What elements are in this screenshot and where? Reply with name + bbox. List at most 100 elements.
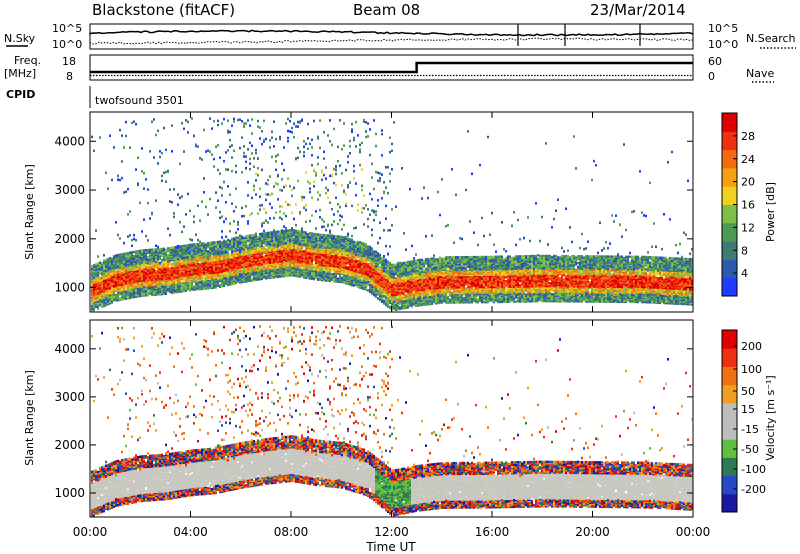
power-cell	[151, 292, 153, 295]
power-cell	[133, 265, 135, 269]
power-cell	[115, 267, 117, 271]
power-cell	[285, 250, 287, 253]
power-cell	[219, 260, 221, 264]
power-cell	[117, 278, 119, 281]
power-cell	[311, 269, 313, 272]
power-cell	[149, 286, 151, 290]
power-cell	[269, 175, 271, 178]
power-cell	[211, 282, 213, 285]
power-cell	[189, 247, 191, 251]
power-cell	[281, 245, 283, 248]
power-cell	[143, 253, 145, 256]
power-cell	[281, 250, 283, 254]
nsearch-trace	[89, 37, 694, 45]
power-cell	[303, 269, 305, 272]
power-cell	[133, 264, 135, 267]
power-cell	[215, 253, 217, 256]
power-cell	[235, 241, 237, 244]
power-cell	[287, 259, 289, 262]
power-cell	[225, 275, 227, 279]
power-cell	[341, 215, 343, 218]
power-heatmap	[91, 117, 693, 312]
power-cell	[307, 237, 309, 240]
power-cell	[277, 182, 279, 186]
power-cell	[255, 270, 257, 273]
power-cell	[359, 148, 361, 151]
power-cell	[285, 226, 287, 230]
power-cell	[177, 259, 179, 262]
power-cell	[329, 275, 331, 278]
power-cell	[317, 272, 319, 276]
power-cell	[259, 187, 261, 190]
power-cell	[337, 251, 339, 255]
power-cell	[287, 229, 289, 232]
power-cell	[107, 300, 109, 303]
power-cell	[139, 291, 141, 295]
power-cell	[125, 260, 127, 264]
power-cell	[183, 277, 185, 280]
power-cell	[123, 273, 125, 276]
power-cell	[305, 203, 307, 207]
power-cell	[319, 264, 321, 268]
power-cell	[195, 233, 197, 236]
power-cell	[295, 157, 297, 160]
power-cell	[211, 267, 213, 270]
power-cell	[285, 122, 287, 125]
power-cell	[129, 251, 131, 255]
power-cell	[179, 269, 181, 273]
power-cell	[213, 285, 215, 288]
power-cell	[361, 275, 363, 279]
power-cell	[293, 270, 295, 273]
power-cell	[369, 260, 371, 264]
power-cell	[261, 244, 263, 248]
power-cell	[313, 180, 315, 183]
power-cell	[267, 272, 269, 276]
power-cell	[311, 256, 313, 260]
power-cell	[263, 237, 265, 241]
power-cell	[333, 264, 335, 268]
power-cell	[119, 276, 121, 280]
power-cell	[275, 267, 277, 271]
power-cell	[291, 241, 293, 244]
power-cell	[137, 277, 139, 280]
power-cell	[121, 253, 123, 256]
power-cell	[275, 263, 277, 267]
power-cell	[229, 277, 231, 281]
power-cell	[371, 281, 373, 284]
power-cell	[321, 237, 323, 241]
power-cell	[349, 264, 351, 267]
power-cell	[93, 268, 95, 271]
power-cell	[131, 293, 133, 297]
power-cell	[227, 265, 229, 269]
power-cell	[283, 244, 285, 248]
power-cell	[323, 225, 325, 228]
power-cell	[135, 273, 137, 277]
power-cell	[209, 270, 211, 273]
power-cell	[313, 240, 315, 244]
power-cell	[321, 258, 323, 261]
power-cell	[203, 251, 205, 255]
power-cell	[151, 274, 153, 277]
power-cell	[319, 263, 321, 267]
power-cell	[217, 261, 219, 264]
power-cell	[213, 248, 215, 251]
power-cell	[93, 290, 95, 293]
power-cell	[257, 268, 259, 272]
power-cell	[195, 256, 197, 260]
power-cell	[179, 162, 181, 166]
power-cell	[361, 260, 363, 264]
power-cell	[205, 268, 207, 271]
power-cell	[173, 277, 175, 281]
power-cell	[151, 289, 153, 293]
power-cell	[165, 265, 167, 268]
power-cell	[127, 264, 129, 267]
power-cell	[347, 247, 349, 250]
power-cell	[151, 248, 153, 252]
power-cell	[351, 272, 353, 276]
power-cell	[107, 281, 109, 284]
power-cell	[333, 248, 335, 252]
power-cell	[371, 250, 373, 253]
power-cell	[243, 273, 245, 277]
power-cell	[223, 270, 225, 274]
power-cell	[201, 261, 203, 265]
